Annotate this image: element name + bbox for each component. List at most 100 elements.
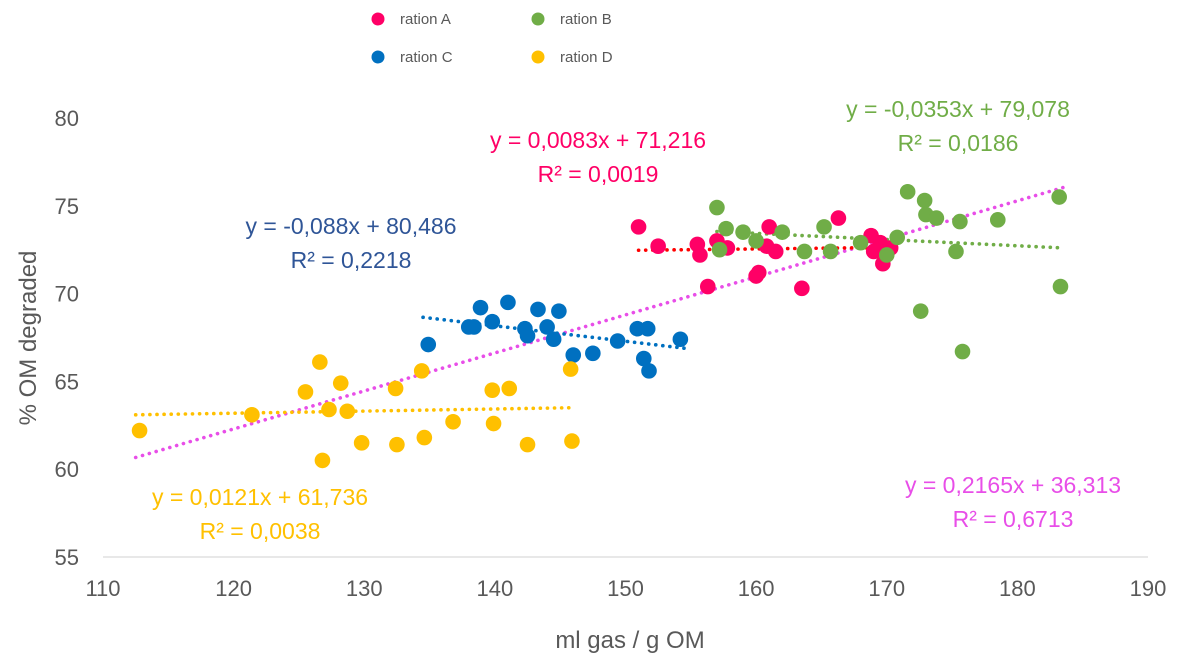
trend-equation: y = -0,088x + 80,486 (246, 213, 457, 239)
data-point (519, 436, 536, 453)
data-point (748, 233, 764, 249)
legend-label: ration D (560, 49, 613, 66)
data-point (954, 343, 971, 360)
x-axis-title: ml gas / g OM (555, 627, 704, 654)
data-point (852, 234, 869, 251)
x-tick-label: 190 (1130, 576, 1167, 601)
data-point (413, 363, 430, 379)
data-point (472, 299, 489, 316)
data-point (774, 224, 791, 240)
data-point (989, 212, 1006, 228)
data-point (445, 413, 461, 430)
data-point (565, 347, 582, 363)
data-point (711, 241, 728, 258)
data-point (692, 247, 708, 263)
data-point (1052, 278, 1069, 295)
data-point (244, 406, 260, 423)
data-point (353, 435, 370, 451)
data-point (131, 422, 148, 439)
data-point (297, 384, 314, 400)
legend-label: ration C (400, 49, 453, 66)
data-point (484, 313, 501, 330)
data-point (948, 243, 964, 260)
data-point (321, 401, 337, 418)
y-tick-label: 65 (55, 369, 79, 394)
data-point (750, 264, 767, 281)
trend-equation: y = 0,2165x + 36,313 (905, 472, 1121, 498)
data-point (816, 219, 832, 235)
legend-marker (531, 50, 545, 64)
y-tick-label: 60 (55, 457, 79, 482)
data-point (635, 350, 652, 367)
data-point (916, 192, 933, 209)
data-point (466, 319, 482, 335)
data-point (485, 415, 502, 432)
data-point (1051, 189, 1067, 205)
data-point (718, 220, 734, 237)
data-point (564, 433, 580, 449)
data-point (912, 303, 929, 319)
y-tick-label: 70 (55, 282, 79, 307)
y-tick-label: 80 (55, 106, 79, 131)
y-axis-title: % OM degraded (15, 251, 42, 426)
data-point (332, 375, 349, 391)
data-point (530, 301, 546, 318)
data-point (928, 210, 945, 226)
data-point (314, 452, 331, 469)
data-point (899, 183, 916, 200)
data-point (639, 320, 656, 337)
x-tick-labels: 110 120 130 140 150 160 170 180 190 (85, 576, 1166, 601)
data-point (551, 303, 567, 319)
data-point (609, 333, 626, 349)
data-point (889, 229, 905, 246)
y-tick-label: 75 (55, 194, 79, 219)
data-point (545, 331, 562, 348)
x-tick-label: 130 (346, 576, 383, 601)
data-point (562, 361, 579, 377)
legend-marker (371, 12, 385, 26)
y-tick-label: 55 (55, 545, 79, 570)
data-point (500, 294, 516, 311)
data-point (699, 278, 716, 295)
data-point (650, 238, 666, 254)
overall-trendline (133, 185, 1065, 460)
trend-r-squared: R² = 0,2218 (291, 247, 412, 273)
legend-marker (371, 50, 385, 64)
trendline (715, 229, 1065, 250)
data-point (830, 210, 847, 226)
data-point (484, 382, 501, 398)
x-tick-label: 140 (477, 576, 514, 601)
data-point (796, 243, 813, 260)
trend-equation: y = 0,0083x + 71,216 (490, 127, 706, 153)
data-point (519, 327, 536, 344)
data-point (735, 224, 751, 240)
data-points (131, 183, 1069, 469)
legend-marker (531, 12, 545, 26)
data-point (420, 336, 437, 353)
trend-r-squared: R² = 0,6713 (953, 506, 1074, 532)
x-tick-label: 120 (215, 576, 252, 601)
data-point (709, 199, 725, 216)
data-point (339, 403, 356, 420)
trend-equations: y = 0,0083x + 71,216 R² = 0,0019 y = -0,03… (152, 96, 1121, 544)
trend-equation: y = -0,0353x + 79,078 (846, 96, 1070, 122)
data-point (794, 280, 810, 297)
data-point (630, 219, 647, 235)
x-tick-label: 170 (868, 576, 905, 601)
x-tick-label: 160 (738, 576, 775, 601)
data-point (501, 380, 518, 397)
axes: ml gas / g OM % OM degraded 110 120 130 140… (15, 106, 1166, 654)
data-point (952, 213, 968, 230)
trend-equation: y = 0,0121x + 61,736 (152, 484, 368, 510)
data-point (389, 436, 405, 453)
trend-r-squared: R² = 0,0186 (898, 130, 1019, 156)
legend-label: ration A (400, 11, 451, 28)
x-tick-label: 180 (999, 576, 1036, 601)
data-point (312, 354, 328, 370)
legend-label: ration B (560, 11, 612, 28)
data-point (387, 380, 404, 397)
data-point (585, 345, 601, 362)
x-tick-label: 110 (85, 576, 120, 601)
